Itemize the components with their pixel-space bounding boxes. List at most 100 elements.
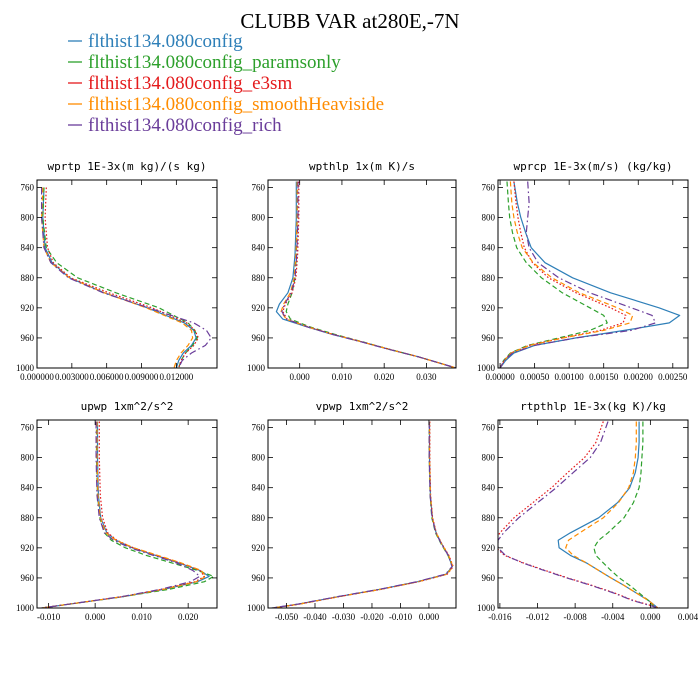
y-tick-label: 800: [252, 453, 266, 463]
y-tick-label: 840: [482, 483, 496, 493]
x-tick-label: 0.00100: [555, 372, 585, 382]
x-tick-label: -0.040: [303, 612, 327, 622]
series-line-5: [41, 421, 201, 608]
series-line-1: [42, 187, 197, 368]
y-tick-label: 760: [252, 423, 266, 433]
x-tick-label: 0.00150: [589, 372, 619, 382]
panel-rtpthlp: rtpthlp 1E-3x(kg K)/kg 760 800 840 880 920 960…: [477, 400, 699, 622]
y-tick-label: 920: [482, 303, 496, 313]
series-group: [41, 187, 212, 368]
series-line-1: [41, 421, 210, 608]
series-line-3: [41, 421, 205, 608]
x-tick-label: 0.00250: [658, 372, 688, 382]
y-tick-label: 1000: [16, 363, 35, 373]
y-tick-label: 880: [482, 513, 496, 523]
y-tick-label: 880: [252, 513, 266, 523]
x-tick-label: -0.008: [564, 612, 588, 622]
y-tick-label: 960: [21, 573, 35, 583]
series-line-2: [593, 421, 656, 608]
x-tick-label: 0.030: [416, 372, 437, 382]
x-tick-label: -0.010: [37, 612, 61, 622]
series-line-4: [41, 421, 207, 608]
y-tick-label: 760: [482, 423, 496, 433]
legend-entry: flthist134.080config: [88, 31, 243, 52]
x-tick-label: 0.003000: [55, 372, 89, 382]
plot-frame: [497, 179, 689, 369]
series-line-5: [281, 181, 456, 368]
y-tick-label: 1000: [247, 603, 266, 613]
y-tick-label: 960: [21, 333, 35, 343]
series-line-5: [41, 187, 212, 368]
legend-entry: flthist134.080config_smoothHeaviside: [88, 94, 384, 115]
y-tick-label: 840: [21, 483, 35, 493]
plot-frame: [497, 419, 689, 609]
series-group: [499, 181, 681, 368]
panel-title: vpwp 1xm^2/s^2: [316, 400, 409, 413]
x-tick-label: 0.000: [640, 612, 661, 622]
y-tick-label: 800: [252, 213, 266, 223]
x-tick-label: 0.020: [178, 612, 199, 622]
x-tick-label: -0.012: [526, 612, 549, 622]
panel-title: wprcp 1E-3x(m/s) (kg/kg): [514, 160, 673, 173]
y-tick-label: 920: [252, 543, 266, 553]
y-tick-label: 960: [252, 573, 266, 583]
x-tick-label: 0.010: [132, 612, 153, 622]
y-tick-label: 960: [482, 333, 496, 343]
y-tick-label: 760: [21, 423, 35, 433]
y-tick-label: 840: [21, 243, 35, 253]
y-tick-label: 800: [482, 213, 496, 223]
y-tick-label: 760: [21, 183, 35, 193]
y-tick-label: 840: [252, 243, 266, 253]
x-tick-label: -0.016: [488, 612, 512, 622]
y-tick-label: 960: [482, 573, 496, 583]
series-line-5: [271, 421, 453, 608]
y-tick-label: 840: [252, 483, 266, 493]
series-line-5: [499, 181, 657, 368]
series-line-2: [41, 421, 215, 608]
y-tick-label: 1000: [247, 363, 266, 373]
x-tick-label: 0.000: [290, 372, 311, 382]
panel-wprcp: wprcp 1E-3x(m/s) (kg/kg) 760 800 840 880 920 9…: [477, 160, 689, 382]
y-tick-label: 880: [21, 513, 35, 523]
panel-title: rtpthlp 1E-3x(kg K)/kg: [520, 400, 666, 413]
panel-title: wprtp 1E-3x(m kg)/(s kg): [48, 160, 207, 173]
y-tick-label: 1000: [16, 603, 35, 613]
x-tick-label: 0.006000: [90, 372, 124, 382]
series-line-4: [499, 181, 634, 368]
series-line-2: [42, 187, 198, 368]
y-tick-label: 1000: [477, 603, 496, 613]
x-tick-label: -0.020: [360, 612, 384, 622]
y-tick-label: 840: [482, 243, 496, 253]
x-tick-label: 0.020: [374, 372, 395, 382]
y-tick-label: 800: [482, 453, 496, 463]
y-tick-label: 880: [252, 273, 266, 283]
y-tick-label: 920: [252, 303, 266, 313]
series-line-2: [499, 181, 608, 368]
series-group: [275, 181, 456, 368]
series-group: [498, 421, 660, 608]
y-tick-label: 1000: [477, 363, 496, 373]
x-tick-label: -0.030: [332, 612, 356, 622]
x-tick-label: 0.00000: [485, 372, 515, 382]
x-tick-label: -0.004: [601, 612, 625, 622]
plot-frame: [267, 179, 457, 369]
series-group: [41, 421, 215, 608]
y-tick-label: 880: [482, 273, 496, 283]
x-tick-label: 0.000: [85, 612, 106, 622]
series-line-4: [280, 181, 456, 368]
series-line-4: [41, 187, 194, 368]
y-tick-label: 800: [21, 213, 35, 223]
series-line-3: [499, 181, 627, 368]
series-line-5: [498, 421, 659, 608]
legend-entry: flthist134.080config_e3sm: [88, 73, 292, 94]
panel-title: upwp 1xm^2/s^2: [81, 400, 174, 413]
x-tick-label: 0.000: [419, 612, 440, 622]
panel-wpthlp: wpthlp 1x(m K)/s 760 800 840 880 920 960 1000 0.…: [247, 160, 457, 382]
y-tick-label: 920: [21, 303, 35, 313]
legend: flthist134.080config flthist134.080config…: [68, 31, 384, 136]
y-tick-label: 760: [252, 183, 266, 193]
figure-title: CLUBB VAR at280E,-7N: [240, 9, 459, 33]
plot-frame: [267, 419, 457, 609]
series-line-3: [282, 181, 456, 368]
